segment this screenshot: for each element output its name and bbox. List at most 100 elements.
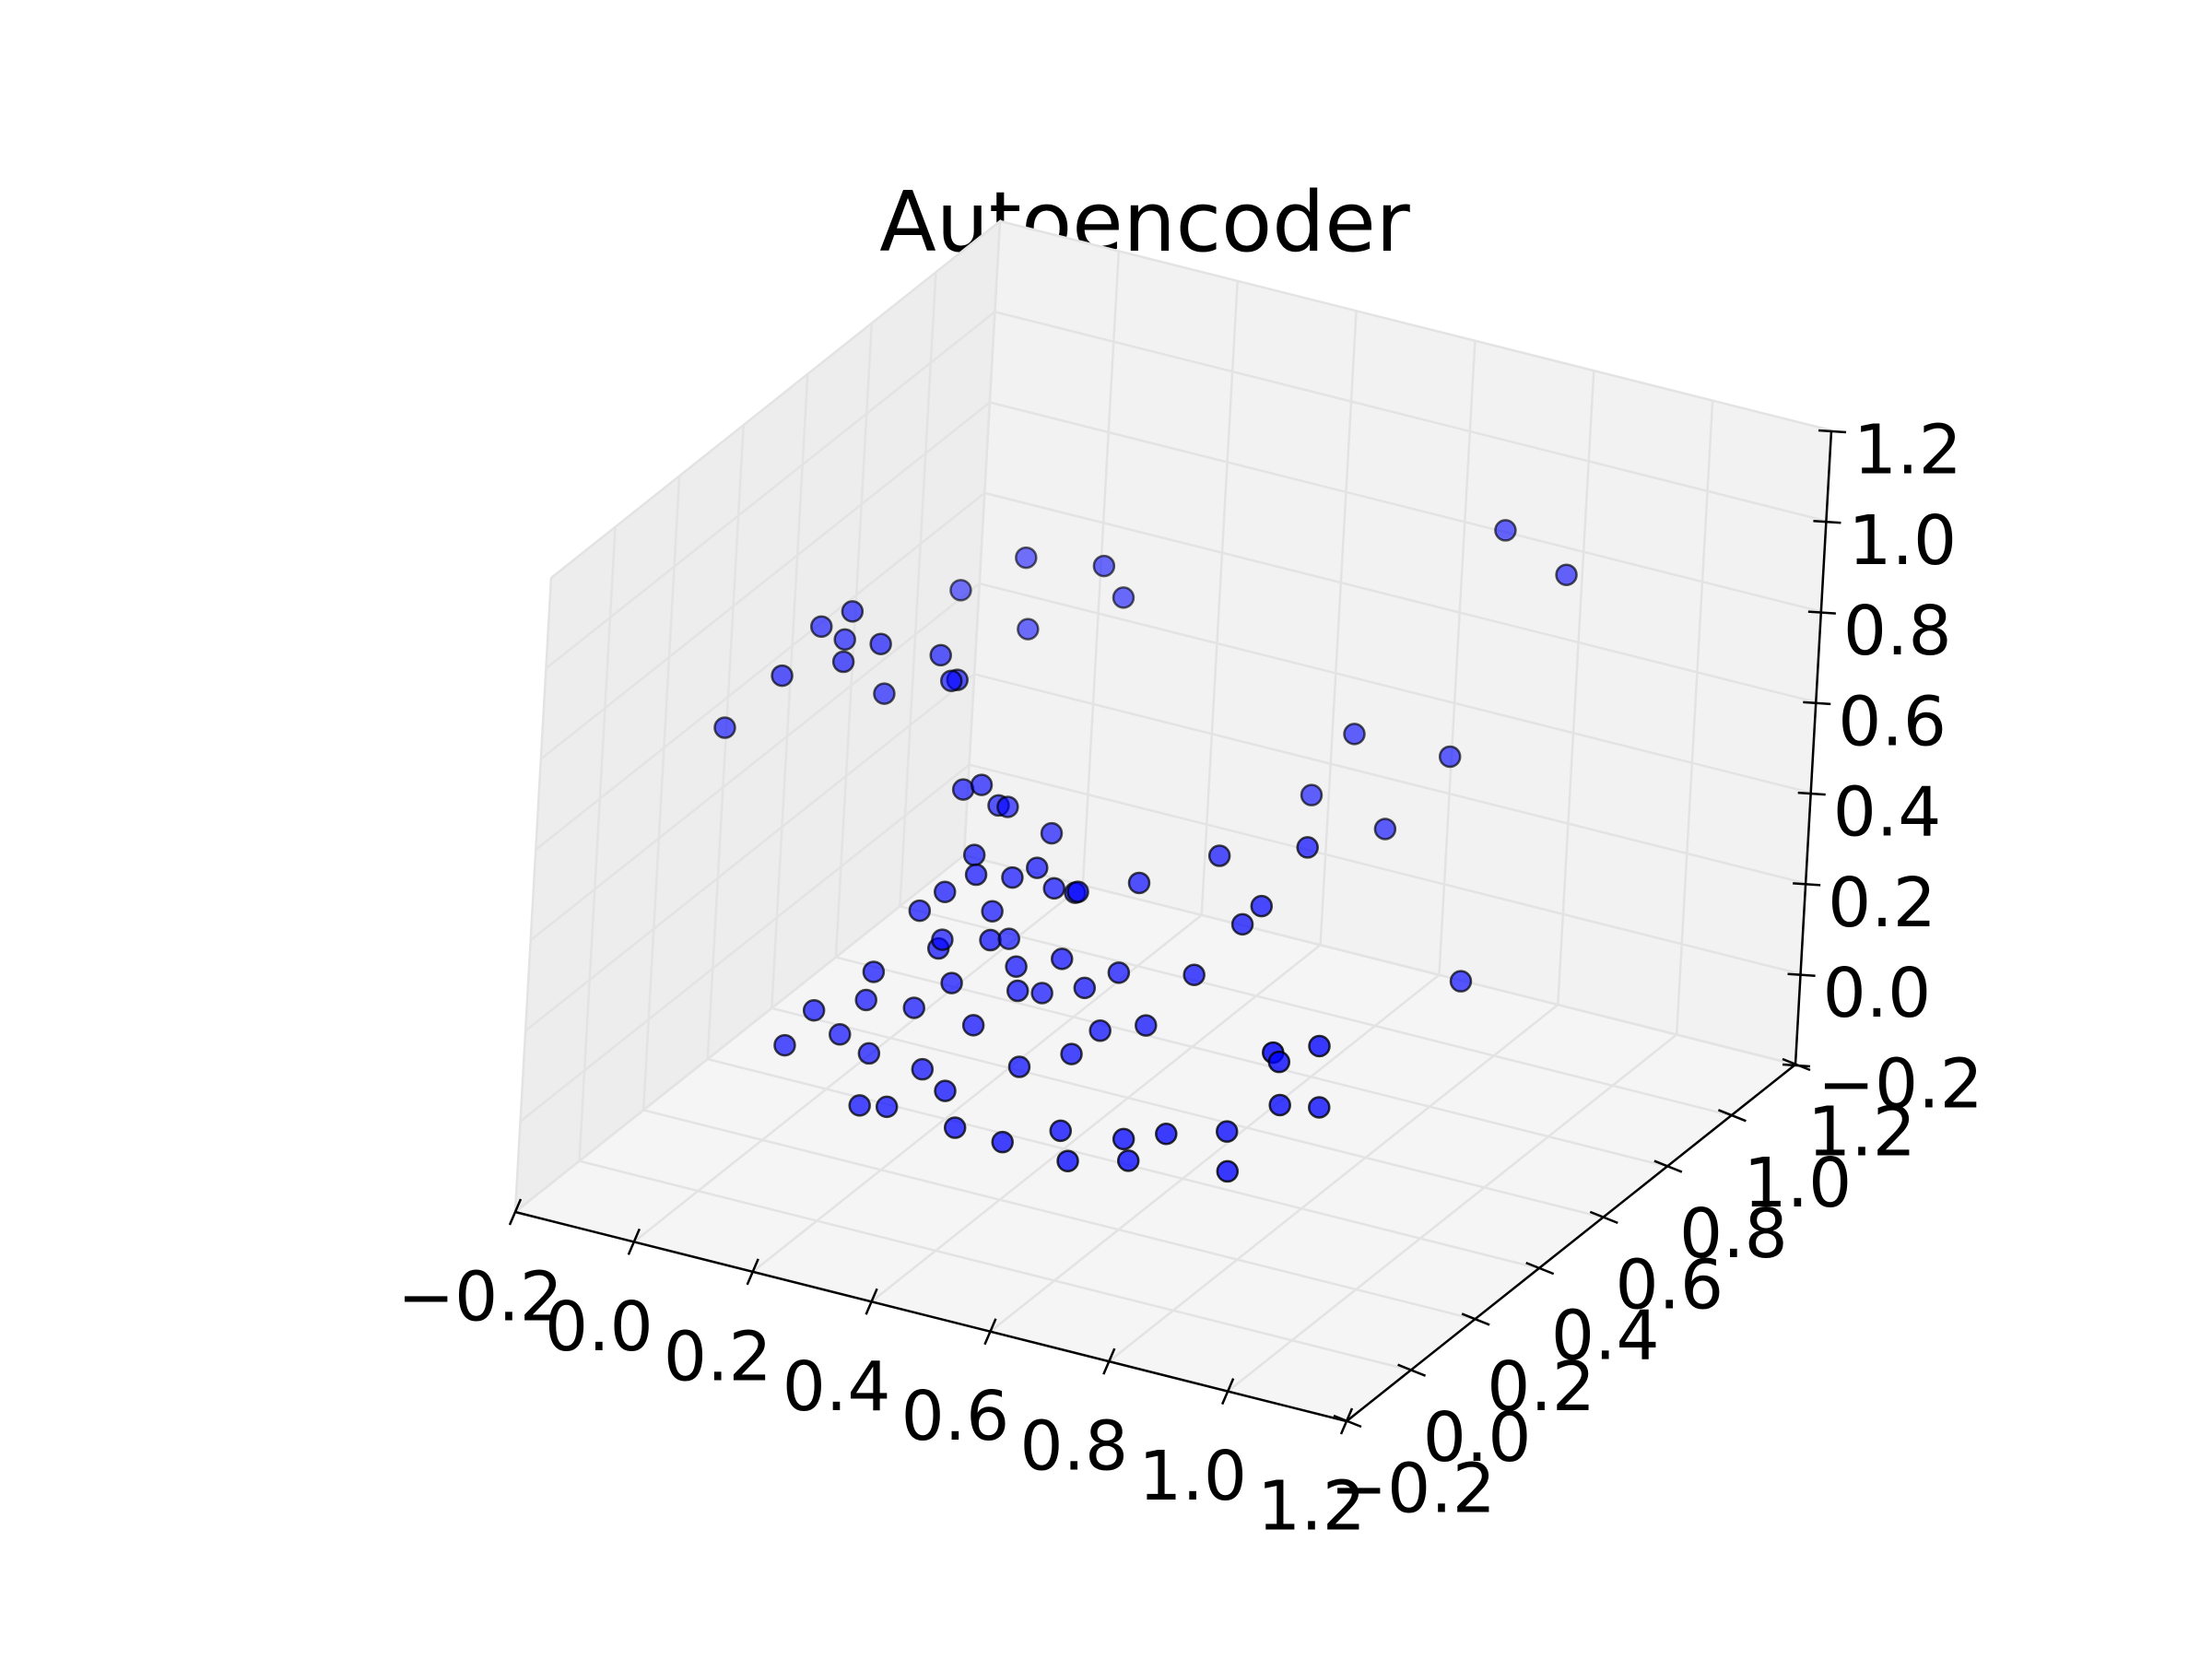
grid-line [706,425,745,1060]
point [875,1095,899,1119]
point [1207,844,1231,867]
point [1001,865,1024,889]
point [961,1014,985,1037]
point [1116,1149,1140,1172]
grid-line [999,219,1832,432]
y-tick-label: 1.2 [1807,1093,1916,1172]
y-tick [1397,1363,1427,1377]
grid-line [540,401,991,760]
point [943,1116,967,1139]
grid-line [900,905,1732,1117]
z-tick-label: 0.0 [1823,954,1932,1033]
x-tick-label: 1.0 [1138,1437,1247,1516]
y-tick [1653,1159,1683,1173]
grid-line [962,220,1002,856]
z-tick-label: 0.8 [1843,592,1952,671]
point [970,773,994,796]
z-tick [1793,882,1821,887]
grid-line [979,582,1812,794]
point [869,632,892,655]
point [848,1094,871,1117]
grid-line [989,973,1441,1333]
x-tick-label: −0.2 [397,1258,563,1337]
point [1308,1034,1331,1058]
point [962,843,986,866]
grid-line [994,311,1827,523]
grid-line [989,401,1822,613]
point [862,960,886,983]
point [979,928,1002,952]
y-tick-label: 0.6 [1615,1245,1724,1324]
grid-line [524,673,975,1032]
z-tick-label: 0.4 [1833,773,1942,853]
y-tick [1589,1210,1618,1225]
grid-line [1200,280,1239,915]
point [1300,783,1324,806]
point [1088,1019,1112,1042]
point [1005,955,1028,979]
point [908,899,932,923]
point [1494,519,1517,542]
grid-line [550,220,1001,579]
z-tick [1813,520,1841,524]
y-tick-label: 0.8 [1679,1194,1788,1274]
point [810,615,833,639]
point [857,1041,881,1065]
point [1056,1149,1079,1172]
point [831,650,855,674]
y-tick-label: −0.2 [1330,1450,1496,1529]
x-tick [627,1228,641,1255]
grid-line [514,854,965,1213]
point [1155,1122,1178,1146]
point [1216,1159,1240,1183]
grid-line [1319,311,1358,946]
z-tick-label: 0.2 [1828,864,1936,943]
grid-line [1675,400,1714,1035]
point [996,795,1019,818]
z-tick-label: −0.2 [1818,1045,1983,1124]
x-tick [1102,1347,1116,1375]
grid-line [519,763,971,1123]
point [997,927,1021,950]
point [1308,1096,1331,1119]
point [1017,618,1040,641]
point [951,778,975,801]
z-tick [1818,429,1847,434]
point [934,1079,957,1102]
z-tick [1797,791,1826,796]
point [1049,1119,1073,1143]
z-tick [1807,610,1836,615]
point [911,1057,935,1081]
point [1060,1042,1083,1065]
point [1230,912,1254,936]
x-tick [508,1198,523,1226]
point [713,716,736,739]
grid-line [969,763,1801,975]
point [991,1130,1014,1154]
point [929,643,952,667]
point [1296,836,1319,859]
point [771,664,794,688]
y-tick [1461,1312,1490,1326]
point [854,988,877,1012]
point [902,996,925,1019]
x-axis [514,1210,1347,1423]
point [1066,880,1089,903]
grid-line [835,956,1668,1168]
z-tick [1803,700,1831,706]
point [829,1023,852,1046]
point [1092,554,1116,578]
point [1050,947,1074,971]
grid-line [578,526,617,1161]
grid-line [513,577,553,1213]
z-tick-label: 1.0 [1848,501,1957,581]
y-tick [1333,1414,1362,1429]
grid-line [529,582,981,942]
point [931,928,954,951]
x-tick-label: 0.0 [545,1288,653,1367]
point [1030,982,1053,1005]
point [1438,745,1462,769]
point [1042,877,1065,900]
